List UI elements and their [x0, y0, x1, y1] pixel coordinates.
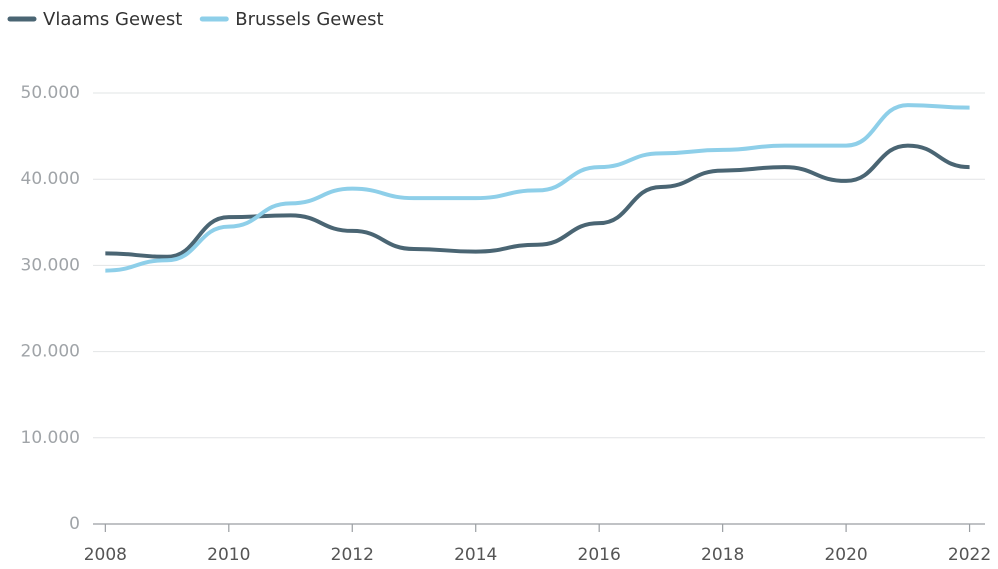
y-tick-label: 50.000: [21, 83, 80, 103]
x-tick-label: 2012: [331, 545, 374, 565]
series-line: [105, 103, 970, 273]
y-tick-label: 30.000: [21, 255, 80, 275]
x-tick-label: 2008: [84, 545, 127, 565]
x-tick-label: 2014: [454, 545, 497, 565]
y-tick-label: 10.000: [21, 428, 80, 448]
series-line: [105, 143, 970, 259]
y-tick-label: 20.000: [21, 342, 80, 362]
y-tick-label: 0: [69, 514, 80, 534]
x-tick-label: 2018: [701, 545, 744, 565]
legend-label: Vlaams Gewest: [43, 9, 182, 30]
x-tick-label: 2016: [578, 545, 621, 565]
x-tick-label: 2022: [948, 545, 991, 565]
y-tick-label: 40.000: [21, 169, 80, 189]
legend-label: Brussels Gewest: [235, 9, 383, 30]
x-tick-label: 2020: [824, 545, 867, 565]
x-tick-label: 2010: [207, 545, 250, 565]
